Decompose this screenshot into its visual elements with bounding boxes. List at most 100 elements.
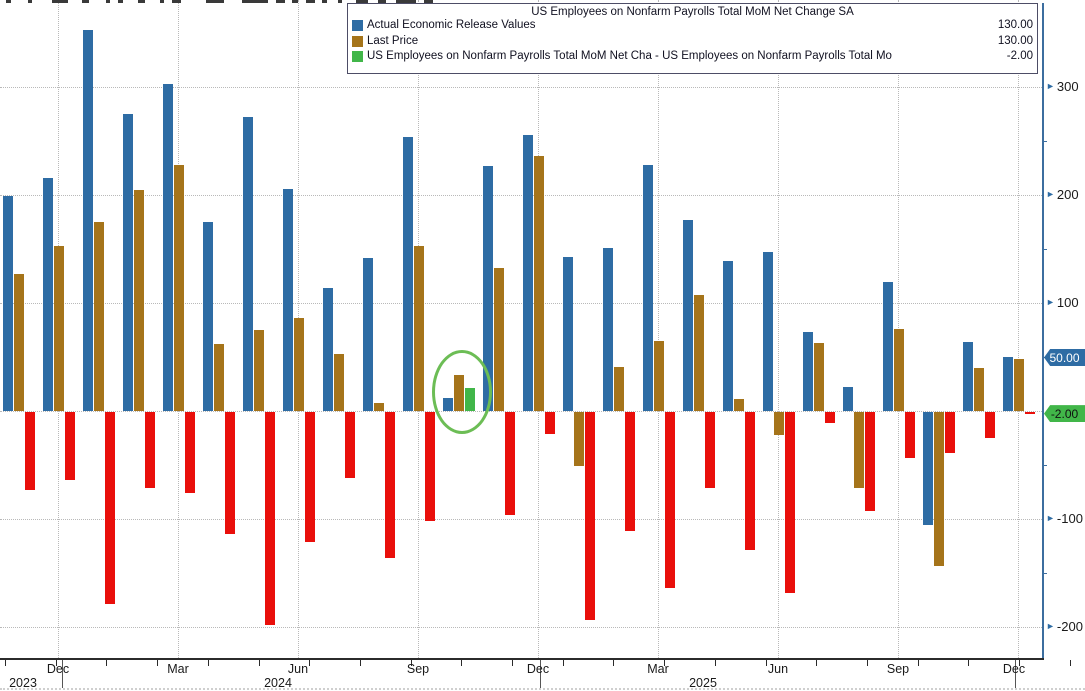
gridline-horizontal xyxy=(0,195,1042,196)
bar-actual-release xyxy=(683,219,693,411)
x-tick xyxy=(918,660,919,666)
y-tick-arrow-icon: ► xyxy=(1046,81,1055,91)
y-tick-label: ► 100 xyxy=(1046,295,1079,310)
x-tick xyxy=(664,660,665,666)
bar-actual-release xyxy=(243,117,253,411)
bar-last-price xyxy=(214,344,224,411)
top-crop-artifact xyxy=(52,0,68,3)
bar-actual-release xyxy=(803,332,813,411)
legend-item[interactable]: Actual Economic Release Values 130.00 xyxy=(352,18,1033,34)
bar-revision-negative xyxy=(265,412,275,625)
bar-last-price xyxy=(814,342,824,411)
y-tick-arrow-icon: ► xyxy=(1046,513,1055,523)
top-crop-artifact xyxy=(160,0,164,3)
top-crop-artifact xyxy=(356,0,368,3)
bar-actual-release xyxy=(483,165,493,411)
x-year-label: 2025 xyxy=(689,676,717,690)
legend-box: US Employees on Nonfarm Payrolls Total M… xyxy=(347,3,1038,74)
bar-revision-negative xyxy=(665,412,675,589)
top-crop-artifact xyxy=(242,0,268,3)
bar-revision-negative xyxy=(425,412,435,522)
bar-actual-release xyxy=(83,29,93,411)
bar-actual-release xyxy=(603,247,613,411)
legend-value: 130.00 xyxy=(997,34,1033,47)
legend-item[interactable]: US Employees on Nonfarm Payrolls Total M… xyxy=(352,49,1033,65)
x-tick xyxy=(766,660,767,666)
bar-revision-negative xyxy=(985,412,995,438)
bar-last-price xyxy=(14,273,24,411)
bar-actual-release xyxy=(283,188,293,411)
bar-last-price xyxy=(894,328,904,411)
highlight-circle xyxy=(432,350,492,434)
bar-revision-negative xyxy=(65,412,75,481)
bar-actual-release xyxy=(523,134,533,411)
x-tick xyxy=(613,660,614,666)
bar-revision-negative xyxy=(785,412,795,594)
legend-swatch-icon xyxy=(352,51,363,63)
bar-last-price xyxy=(934,412,944,567)
bar-revision-negative xyxy=(905,412,915,459)
top-crop-artifact xyxy=(322,0,327,3)
bar-actual-release xyxy=(963,341,973,411)
bar-revision-negative xyxy=(745,412,755,551)
bar-last-price xyxy=(334,353,344,411)
x-tick xyxy=(1019,660,1020,666)
bar-last-price xyxy=(134,189,144,411)
top-crop-artifact xyxy=(28,0,32,3)
x-tick xyxy=(461,660,462,666)
x-tick xyxy=(157,660,158,666)
x-tick xyxy=(1070,660,1071,666)
bar-actual-release xyxy=(123,114,133,411)
legend-item[interactable]: Last Price 130.00 xyxy=(352,34,1033,50)
x-year-label: 2023 xyxy=(9,676,37,690)
x-tick xyxy=(715,660,716,666)
bar-last-price xyxy=(54,245,64,411)
bar-revision-negative xyxy=(345,412,355,478)
x-tick xyxy=(5,660,6,666)
gridline-vertical xyxy=(778,0,779,658)
bar-actual-release xyxy=(43,177,53,411)
bar-actual-release xyxy=(843,387,853,411)
x-month-label: Dec xyxy=(526,662,550,676)
bar-revision-negative xyxy=(865,412,875,512)
bar-revision-negative xyxy=(625,412,635,531)
top-crop-artifact xyxy=(424,0,433,3)
top-crop-artifact xyxy=(118,0,123,3)
y-tick-arrow-icon: ► xyxy=(1046,621,1055,631)
top-crop-artifact xyxy=(172,0,181,3)
bar-actual-release xyxy=(1003,357,1013,411)
top-crop-artifact xyxy=(106,0,110,3)
gridline-horizontal xyxy=(0,627,1042,628)
axis-badge-last-actual: 50.00 xyxy=(1044,349,1085,366)
x-tick xyxy=(968,660,969,666)
top-crop-artifact xyxy=(138,0,145,3)
x-year-label: 2024 xyxy=(264,676,292,690)
bar-last-price xyxy=(254,330,264,411)
bar-actual-release xyxy=(163,83,173,411)
bar-actual-release xyxy=(323,287,333,411)
x-tick xyxy=(56,660,57,666)
legend-value: -2.00 xyxy=(1006,50,1033,62)
bar-revision-negative xyxy=(385,412,395,558)
bar-actual-release xyxy=(203,222,213,411)
x-tick xyxy=(867,660,868,666)
legend-swatch-icon xyxy=(352,20,363,32)
bar-actual-release xyxy=(723,260,733,411)
bar-last-price xyxy=(974,367,984,411)
bar-actual-release xyxy=(883,282,893,411)
bar-revision-negative xyxy=(705,412,715,488)
y-axis-line[interactable] xyxy=(1042,3,1044,658)
x-tick xyxy=(208,660,209,666)
bottom-cropped-gridline xyxy=(0,688,1085,690)
bar-actual-release xyxy=(763,252,773,411)
x-month-label: Dec xyxy=(46,662,70,676)
bar-revision-negative xyxy=(305,412,315,542)
legend-label: Actual Economic Release Values xyxy=(367,19,536,31)
x-tick xyxy=(309,660,310,666)
bar-actual-release xyxy=(3,196,13,411)
y-minor-tick xyxy=(1042,141,1047,142)
bar-last-price xyxy=(854,412,864,488)
x-axis-line[interactable] xyxy=(0,658,1044,660)
